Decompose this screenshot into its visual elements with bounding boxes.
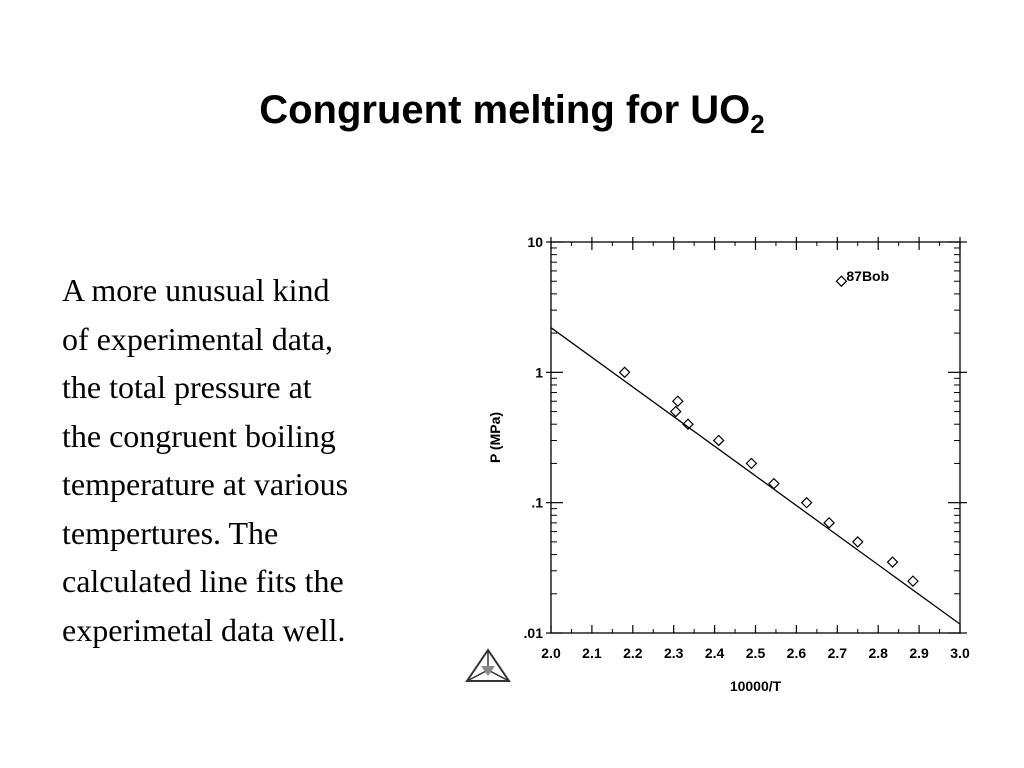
title-main: Congruent melting for UO [259, 88, 751, 132]
x-tick-label: 2.1 [582, 645, 602, 661]
data-point-diamond [682, 418, 694, 431]
title-subscript: 2 [750, 109, 765, 139]
logo-inner-facet [481, 666, 495, 676]
x-tick-label: 3.0 [950, 645, 970, 661]
legend: 87Bob [835, 268, 889, 288]
slide-title: Congruent melting for UO2 [0, 88, 1024, 139]
y-tick-label: 10 [527, 234, 543, 250]
data-point-diamond [745, 457, 758, 470]
x-tick-label: 2.0 [541, 645, 561, 661]
data-point-diamond [800, 496, 813, 509]
plot-frame [550, 241, 961, 634]
x-tick-label: 2.2 [623, 645, 643, 661]
logo-outer-triangle [465, 648, 511, 682]
data-point-diamond [712, 434, 725, 447]
data-point-diamond [851, 536, 864, 548]
y-tick-label: 1 [535, 364, 543, 380]
body-line: tempertures. The [62, 514, 279, 551]
data-point-diamond [823, 517, 835, 529]
x-tick-label: 2.6 [787, 645, 807, 661]
body-line: A more unusual kind [62, 272, 330, 308]
body-text: A more unusual kind of experimental data… [62, 266, 432, 654]
data-point-diamond [886, 556, 899, 568]
logo-inner-line [466, 669, 489, 682]
data-point-diamond [669, 405, 682, 418]
data-point-diamond [671, 395, 684, 408]
data-point-diamond [618, 366, 631, 379]
body-line: experimetal data well. [62, 611, 346, 648]
body-line: of experimental data, [62, 320, 333, 357]
body-line: the total pressure at [62, 369, 312, 405]
legend-marker-diamond [835, 275, 848, 288]
plot-border [550, 241, 961, 634]
x-tick-label: 2.3 [664, 645, 684, 661]
y-tick-label: .01 [524, 625, 544, 641]
y-tick-label: .1 [531, 495, 543, 511]
x-tick-label: 2.8 [868, 645, 888, 661]
body-line: temperature at various [62, 466, 349, 502]
x-tick-label: 2.7 [828, 645, 848, 661]
calculated-line [550, 327, 961, 625]
data-point-diamond [907, 575, 919, 587]
data-series [550, 327, 961, 625]
axis-ticks [546, 237, 967, 634]
legend-label: 87Bob [846, 268, 889, 284]
tick-labels: 2.0 2.1 2.2 2.3 2.4 2.5 2.6 2.7 2.8 2.9 3.0 .01 .1 1 1… [524, 234, 970, 661]
thermo-calc-triangle-logo-icon [465, 648, 511, 682]
x-axis-label: 10000/T [730, 678, 782, 694]
y-axis-label: P (MPa) [487, 412, 503, 463]
logo-inner-line [487, 669, 510, 682]
body-line: calculated line fits the [62, 563, 344, 599]
x-tick-label: 2.9 [909, 645, 929, 661]
x-tick-label: 2.5 [746, 645, 766, 661]
body-line: the congruent boiling [62, 417, 336, 454]
x-tick-label: 2.4 [705, 645, 725, 661]
